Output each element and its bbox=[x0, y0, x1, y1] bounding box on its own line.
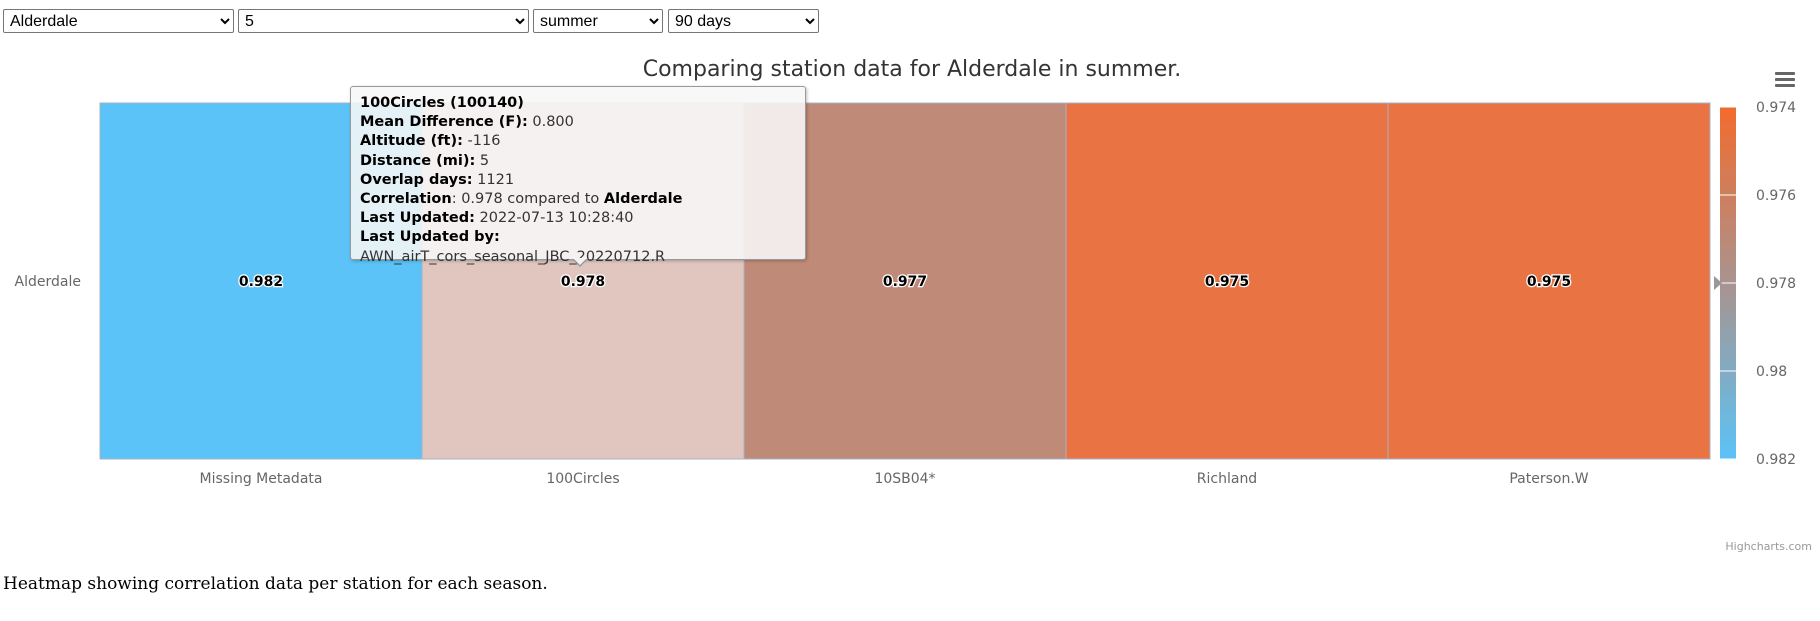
tooltip-label: Correlation bbox=[360, 191, 452, 208]
x-tick-label: 100Circles bbox=[546, 471, 619, 487]
chart-tooltip: 100Circles (100140) Mean Difference (F):… bbox=[350, 86, 806, 265]
tooltip-label: Last Updated by bbox=[360, 229, 494, 246]
tooltip-header: 100Circles (100140) bbox=[360, 95, 524, 111]
x-tick-label: Missing Metadata bbox=[200, 471, 323, 487]
tooltip-label: Distance (mi) bbox=[360, 152, 470, 169]
tooltip-value: 0.800 bbox=[532, 114, 574, 131]
heatmap-cell[interactable] bbox=[1065, 102, 1389, 460]
station-count-select[interactable]: 5 bbox=[238, 9, 529, 33]
tooltip-value: 2022-07-13 10:28:40 bbox=[479, 210, 634, 227]
color-scale-label: 0.98 bbox=[1756, 364, 1787, 380]
color-axis-legend: 0.974 0.976 0.978 0.98 0.982 bbox=[1714, 100, 1796, 468]
chart-caption: Heatmap showing correlation data per sta… bbox=[3, 574, 548, 594]
tooltip-label: Mean Difference (F) bbox=[360, 114, 522, 131]
credits-text[interactable]: Highcharts.com bbox=[1725, 540, 1812, 553]
x-tick-label: Paterson.W bbox=[1509, 471, 1588, 487]
color-scale-label: 0.976 bbox=[1756, 188, 1796, 204]
season-select[interactable]: summer bbox=[533, 9, 663, 33]
tooltip-value: 5 bbox=[479, 152, 490, 169]
tooltip-label: Overlap days bbox=[360, 171, 467, 188]
color-scale-marker bbox=[1714, 276, 1722, 290]
data-label: 0.977 bbox=[883, 274, 927, 290]
tooltip-arrow-fill bbox=[573, 258, 587, 265]
heatmap-chart: Comparing station data for Alderdale in … bbox=[15, 57, 1812, 553]
tooltip-value: 0.978 compared to bbox=[461, 191, 600, 208]
data-label: 0.975 bbox=[1527, 274, 1571, 290]
window-select[interactable]: 90 days bbox=[668, 9, 819, 33]
x-tick-label: 10SB04* bbox=[874, 471, 935, 487]
heatmap-cell[interactable] bbox=[1387, 102, 1711, 460]
data-label: 0.982 bbox=[239, 274, 283, 290]
data-label: 0.978 bbox=[561, 274, 605, 290]
chart-title: Comparing station data for Alderdale in … bbox=[643, 57, 1182, 82]
y-axis: Alderdale bbox=[15, 274, 81, 290]
tooltip-value: -116 bbox=[467, 133, 501, 150]
tooltip-label: Altitude (ft) bbox=[360, 133, 458, 150]
data-label: 0.975 bbox=[1205, 274, 1249, 290]
x-tick-label: Richland bbox=[1197, 471, 1257, 487]
color-scale-label: 0.974 bbox=[1756, 100, 1796, 116]
station-select[interactable]: Alderdale bbox=[3, 9, 234, 33]
color-scale-label: 0.982 bbox=[1756, 452, 1796, 468]
x-axis: Missing Metadata 100Circles 10SB04* Richlan… bbox=[200, 471, 1589, 487]
tooltip-value: 1121 bbox=[477, 171, 515, 188]
heatmap-cells: 0.982 0.978 0.977 0.975 0.975 bbox=[99, 102, 1711, 460]
tooltip-value: AWN_airT_cors_seasonal_JBC_20220712.R bbox=[360, 248, 666, 265]
color-scale-label: 0.978 bbox=[1756, 276, 1796, 292]
chart-menu-button[interactable] bbox=[1774, 70, 1796, 90]
y-tick-label: Alderdale bbox=[15, 274, 81, 290]
tooltip-station: Alderdale bbox=[603, 191, 683, 208]
tooltip-label: Last Updated bbox=[360, 210, 470, 227]
